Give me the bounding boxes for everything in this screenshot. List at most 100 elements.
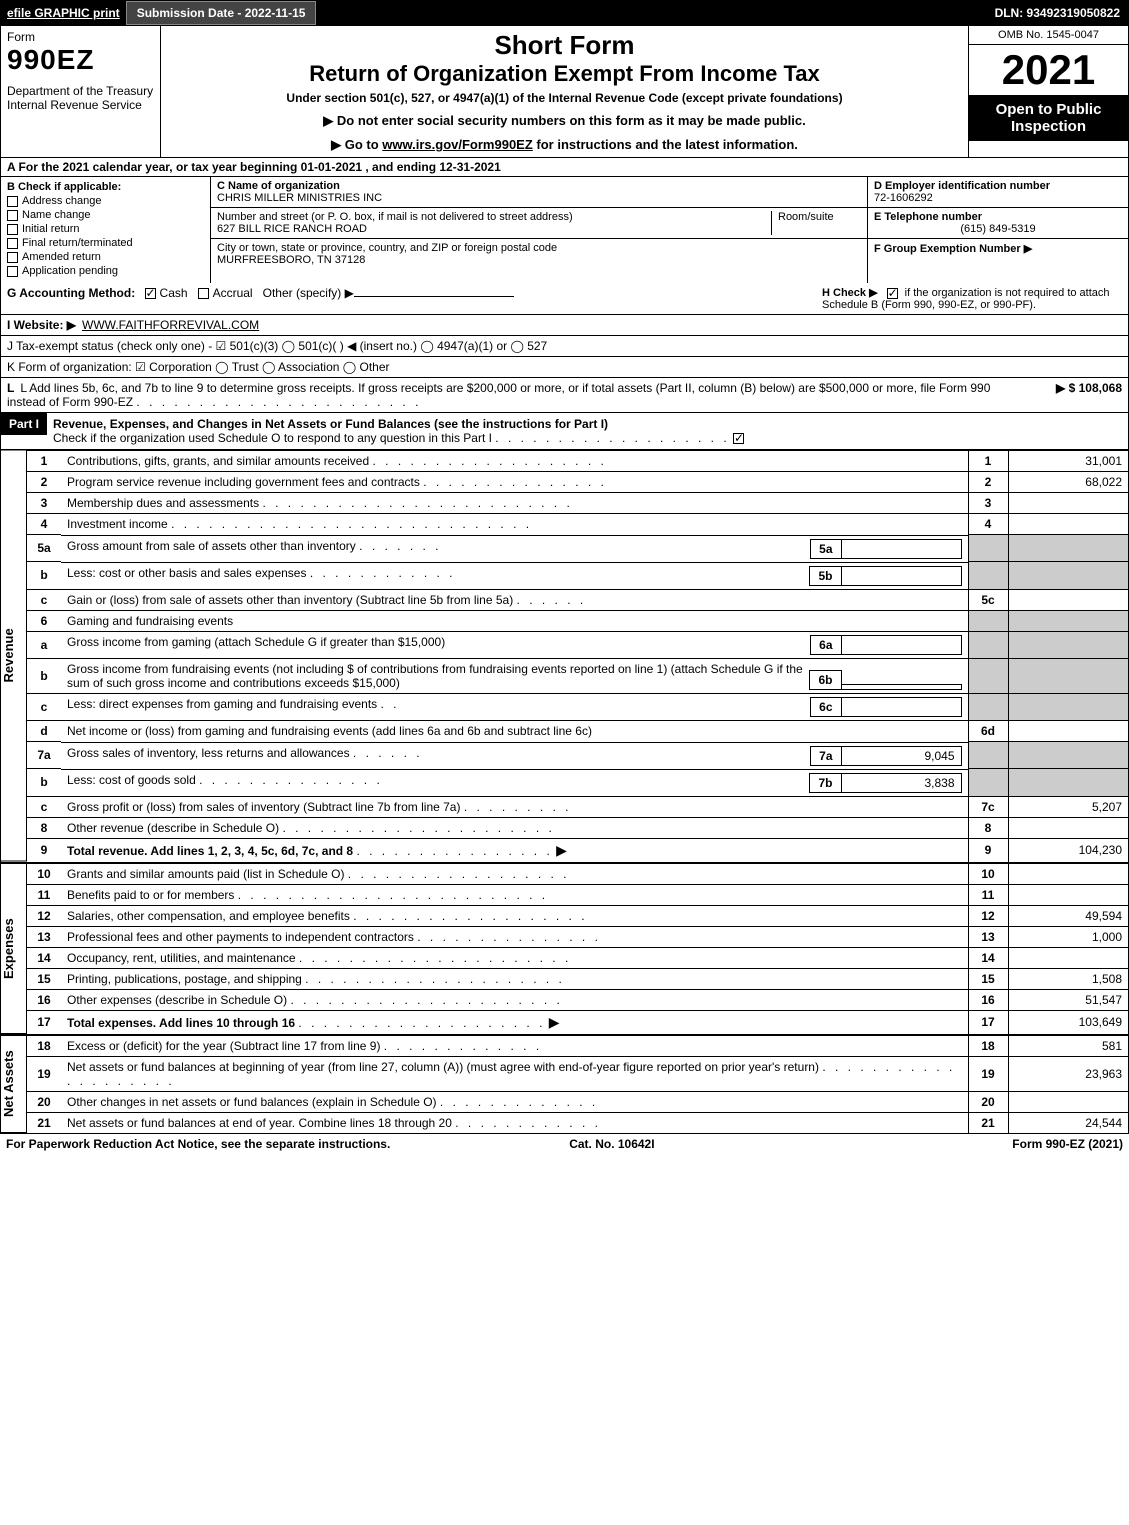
part-1-title: Revenue, Expenses, and Changes in Net As…	[53, 417, 748, 431]
ein: 72-1606292	[874, 192, 1122, 204]
box-c: C Name of organization CHRIS MILLER MINI…	[211, 177, 868, 283]
title-return: Return of Organization Exempt From Incom…	[169, 61, 960, 87]
row-l: LL Add lines 5b, 6c, and 7b to line 9 to…	[0, 378, 1129, 413]
title-short-form: Short Form	[169, 30, 960, 61]
netassets-section: Net Assets 18Excess or (deficit) for the…	[0, 1035, 1129, 1134]
info-grid: B Check if applicable: Address change Na…	[0, 177, 1129, 283]
line-18: 18Excess or (deficit) for the year (Subt…	[27, 1035, 1128, 1056]
top-bar: efile GRAPHIC print Submission Date - 20…	[0, 0, 1129, 26]
line-21: 21Net assets or fund balances at end of …	[27, 1112, 1128, 1133]
dln: DLN: 93492319050822	[995, 6, 1128, 20]
form-word: Form	[7, 30, 154, 44]
row-l-amount: ▶ $ 108,068	[1002, 381, 1122, 395]
header-right: OMB No. 1545-0047 2021 Open to Public In…	[968, 26, 1128, 157]
chk-final-return[interactable]: Final return/terminated	[7, 237, 204, 249]
chk-name-change[interactable]: Name change	[7, 209, 204, 221]
line-12: 12Salaries, other compensation, and empl…	[27, 905, 1128, 926]
footer-right: Form 990-EZ (2021)	[1012, 1137, 1123, 1151]
netassets-side-label: Net Assets	[1, 1035, 27, 1133]
chk-initial-return[interactable]: Initial return	[7, 223, 204, 235]
line-10: 10Grants and similar amounts paid (list …	[27, 863, 1128, 884]
line-4: 4Investment income . . . . . . . . . . .…	[27, 514, 1128, 535]
expenses-side-label: Expenses	[1, 863, 27, 1034]
part-1-sub: Check if the organization used Schedule …	[53, 431, 748, 445]
expenses-section: Expenses 10Grants and similar amounts pa…	[0, 863, 1129, 1035]
org-name: CHRIS MILLER MINISTRIES INC	[217, 192, 861, 204]
expenses-table: 10Grants and similar amounts paid (list …	[27, 863, 1128, 1034]
subtitle: Under section 501(c), 527, or 4947(a)(1)…	[169, 91, 960, 105]
chk-schedule-o[interactable]	[733, 433, 744, 444]
department: Department of the Treasury Internal Reve…	[7, 84, 154, 112]
line-3: 3Membership dues and assessments . . . .…	[27, 493, 1128, 514]
line-19: 19Net assets or fund balances at beginni…	[27, 1056, 1128, 1091]
room-suite-label: Room/suite	[771, 211, 861, 235]
chk-amended-return[interactable]: Amended return	[7, 251, 204, 263]
revenue-side-label: Revenue	[1, 450, 27, 862]
box-b-label: B Check if applicable:	[7, 181, 204, 193]
phone-label: E Telephone number	[874, 211, 1122, 223]
line-20: 20Other changes in net assets or fund ba…	[27, 1091, 1128, 1112]
org-name-label: C Name of organization	[217, 180, 861, 192]
chk-accrual[interactable]	[198, 288, 209, 299]
line-6d: dNet income or (loss) from gaming and fu…	[27, 721, 1128, 742]
line-7c: cGross profit or (loss) from sales of in…	[27, 796, 1128, 817]
line-6a: aGross income from gaming (attach Schedu…	[27, 631, 1128, 658]
city-label: City or town, state or province, country…	[217, 242, 861, 254]
line-14: 14Occupancy, rent, utilities, and mainte…	[27, 947, 1128, 968]
netassets-table: 18Excess or (deficit) for the year (Subt…	[27, 1035, 1128, 1133]
revenue-section: Revenue 1Contributions, gifts, grants, a…	[0, 450, 1129, 863]
website-label: I Website: ▶	[7, 318, 76, 332]
header-mid: Short Form Return of Organization Exempt…	[161, 26, 968, 157]
irs-link-note: ▶ Go to www.irs.gov/Form990EZ for instru…	[169, 137, 960, 153]
line-2: 2Program service revenue including gover…	[27, 472, 1128, 493]
street-label: Number and street (or P. O. box, if mail…	[217, 211, 771, 223]
h-label: H Check ▶	[822, 287, 878, 299]
line-7a: 7aGross sales of inventory, less returns…	[27, 742, 1128, 769]
chk-schedule-b[interactable]	[887, 288, 898, 299]
line-11: 11Benefits paid to or for members . . . …	[27, 884, 1128, 905]
row-g-h: G Accounting Method: Cash Accrual Other …	[0, 283, 1129, 315]
row-a-tax-year: A For the 2021 calendar year, or tax yea…	[0, 158, 1129, 177]
footer: For Paperwork Reduction Act Notice, see …	[0, 1134, 1129, 1154]
website-url[interactable]: WWW.FAITHFORREVIVAL.COM	[82, 318, 259, 332]
accounting-method-label: G Accounting Method:	[7, 286, 135, 300]
line-6b: bGross income from fundraising events (n…	[27, 658, 1128, 693]
line-9: 9Total revenue. Add lines 1, 2, 3, 4, 5c…	[27, 838, 1128, 862]
irs-link[interactable]: www.irs.gov/Form990EZ	[382, 137, 533, 152]
row-j: J Tax-exempt status (check only one) - ☑…	[0, 336, 1129, 357]
line-6c: cLess: direct expenses from gaming and f…	[27, 693, 1128, 721]
efile-print-link[interactable]: efile GRAPHIC print	[1, 6, 126, 20]
city: MURFREESBORO, TN 37128	[217, 254, 861, 266]
chk-app-pending[interactable]: Application pending	[7, 265, 204, 277]
header-left: Form 990EZ Department of the Treasury In…	[1, 26, 161, 157]
revenue-table: 1Contributions, gifts, grants, and simil…	[27, 450, 1128, 862]
footer-left: For Paperwork Reduction Act Notice, see …	[6, 1137, 390, 1151]
line-16: 16Other expenses (describe in Schedule O…	[27, 989, 1128, 1010]
line-6: 6Gaming and fundraising events	[27, 610, 1128, 631]
line-13: 13Professional fees and other payments t…	[27, 926, 1128, 947]
line-15: 15Printing, publications, postage, and s…	[27, 968, 1128, 989]
form-code: 990EZ	[7, 44, 154, 76]
box-d: D Employer identification number 72-1606…	[868, 177, 1128, 283]
street: 627 BILL RICE RANCH ROAD	[217, 223, 771, 235]
line-5c: cGain or (loss) from sale of assets othe…	[27, 589, 1128, 610]
line-5b: bLess: cost or other basis and sales exp…	[27, 562, 1128, 590]
line-8: 8Other revenue (describe in Schedule O) …	[27, 817, 1128, 838]
line-17: 17Total expenses. Add lines 10 through 1…	[27, 1010, 1128, 1034]
submission-date: Submission Date - 2022-11-15	[126, 1, 317, 25]
footer-cat: Cat. No. 10642I	[569, 1137, 654, 1151]
chk-address-change[interactable]: Address change	[7, 195, 204, 207]
group-exemption-label: F Group Exemption Number ▶	[874, 242, 1122, 255]
chk-cash[interactable]	[145, 288, 156, 299]
line-7b: bLess: cost of goods sold . . . . . . . …	[27, 769, 1128, 797]
tax-year: 2021	[969, 45, 1128, 95]
form-header: Form 990EZ Department of the Treasury In…	[0, 26, 1129, 158]
ssn-note: ▶ Do not enter social security numbers o…	[169, 113, 960, 129]
row-k: K Form of organization: ☑ Corporation ◯ …	[0, 357, 1129, 378]
part-1-label: Part I	[1, 413, 47, 435]
omb-number: OMB No. 1545-0047	[969, 26, 1128, 45]
line-1: 1Contributions, gifts, grants, and simil…	[27, 451, 1128, 472]
part-1-header: Part I Revenue, Expenses, and Changes in…	[0, 413, 1129, 450]
phone: (615) 849-5319	[874, 223, 1122, 235]
box-b: B Check if applicable: Address change Na…	[1, 177, 211, 283]
